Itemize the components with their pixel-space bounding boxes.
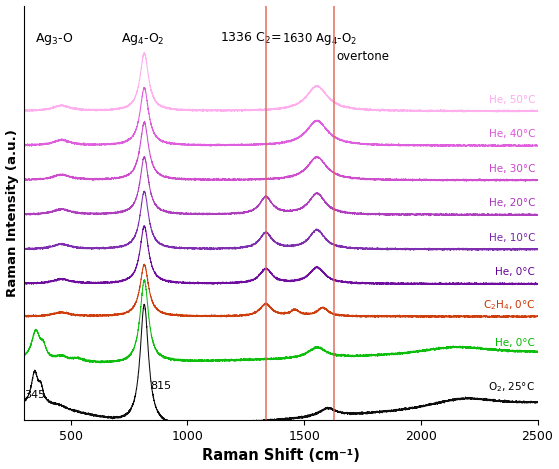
X-axis label: Raman Shift (cm⁻¹): Raman Shift (cm⁻¹) [202,448,360,463]
Text: He, 20°C: He, 20°C [489,198,535,208]
Text: Ag$_4$-O$_2$: Ag$_4$-O$_2$ [121,30,165,46]
Text: He, 10°C: He, 10°C [489,233,535,243]
Text: He, 0°C: He, 0°C [495,267,535,277]
Text: He, 40°C: He, 40°C [489,129,535,139]
Text: He, 0°C: He, 0°C [495,339,535,348]
Text: C$_2$H$_4$, 0°C: C$_2$H$_4$, 0°C [483,298,535,312]
Text: 1630 Ag$_4$-O$_2$: 1630 Ag$_4$-O$_2$ [282,30,357,46]
Text: He, 30°C: He, 30°C [489,164,535,174]
Text: overtone: overtone [337,50,390,63]
Text: 1336 C$_2$=: 1336 C$_2$= [220,30,281,45]
Text: O$_2$, 25°C: O$_2$, 25°C [488,381,535,394]
Text: 815: 815 [150,381,171,391]
Text: Ag$_3$-O: Ag$_3$-O [35,30,74,46]
Text: He, 50°C: He, 50°C [489,95,535,105]
Text: 345: 345 [24,390,45,400]
Y-axis label: Raman Intensity (a.u.): Raman Intensity (a.u.) [6,129,18,297]
